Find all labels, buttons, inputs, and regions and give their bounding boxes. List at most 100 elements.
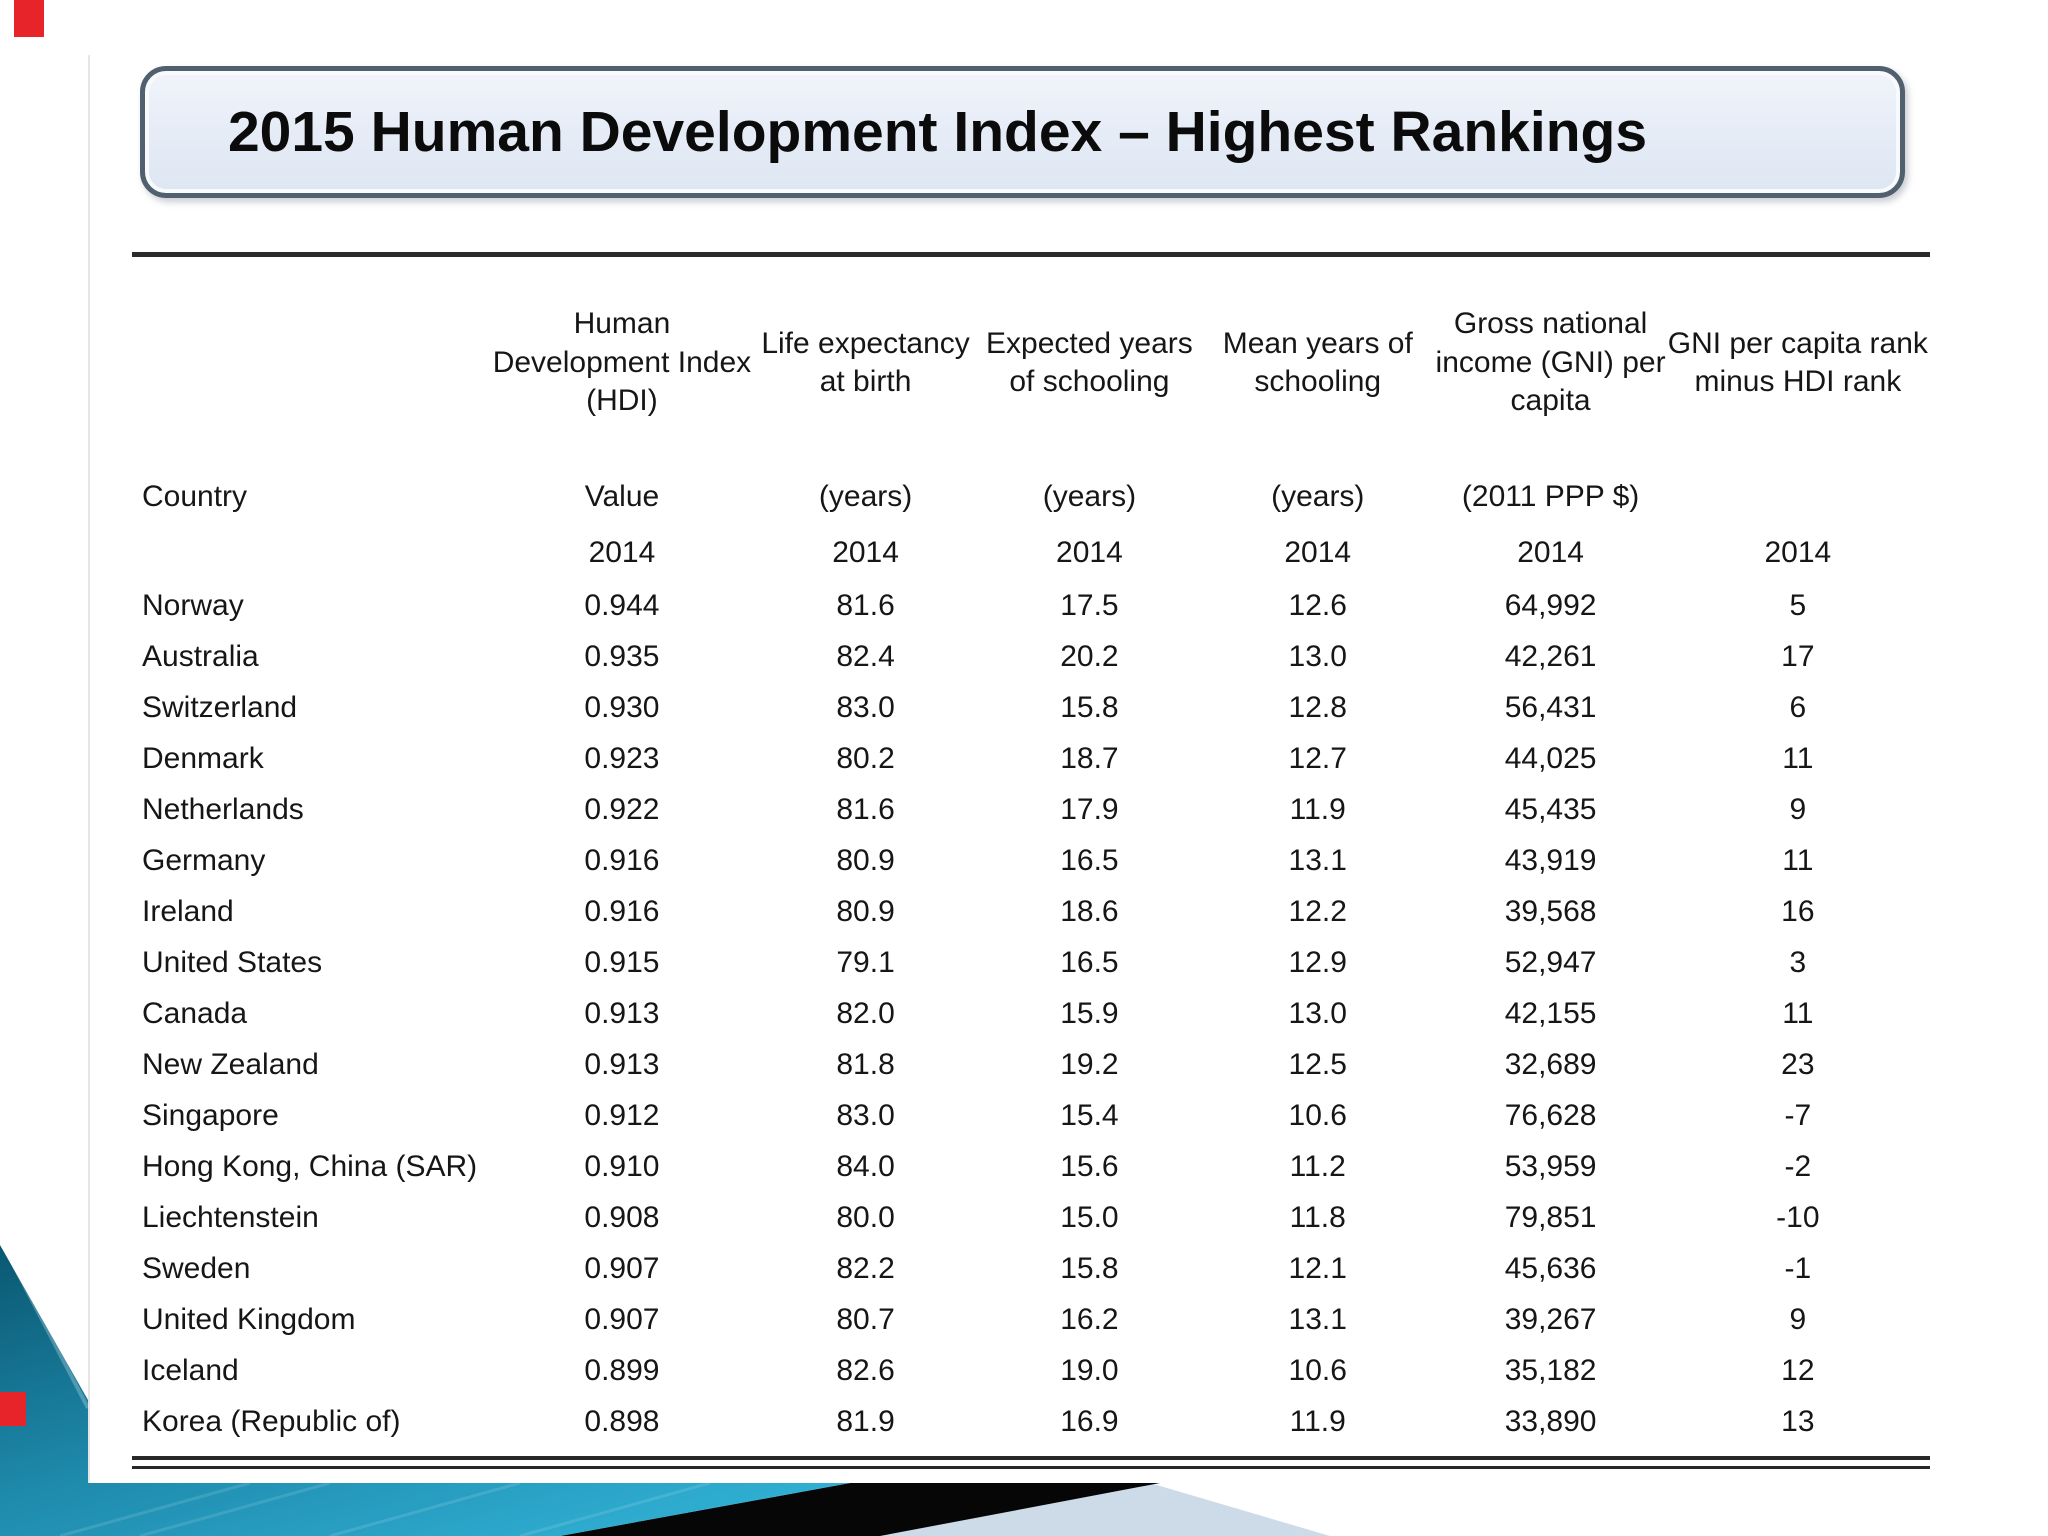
value-cell: 82.2	[836, 1251, 895, 1285]
value-cell: 83.0	[836, 690, 895, 724]
table-row: Germany 0.916 80.9 16.5 13.1 43,919 11	[132, 835, 1930, 886]
table-row: Iceland 0.899 82.6 19.0 10.6 35,182 12	[132, 1345, 1930, 1396]
year-cell	[132, 525, 492, 580]
table-row: Denmark 0.923 80.2 18.7 12.7 44,025 11	[132, 733, 1930, 784]
unit-cell: (years)	[818, 480, 913, 513]
value-cell: 0.915	[584, 945, 660, 979]
value-cell: 16.9	[1060, 1404, 1119, 1438]
value-cell: 13.0	[1288, 996, 1347, 1030]
value-cell: 12.6	[1288, 588, 1347, 622]
table-row: Hong Kong, China (SAR) 0.910 84.0 15.6 11.2 5…	[132, 1141, 1930, 1192]
column-header: GNI per capita rank minus HDI rank	[1667, 326, 1928, 398]
black-band	[560, 1483, 1160, 1536]
value-cell: 0.907	[584, 1251, 660, 1285]
table-row: Switzerland 0.930 83.0 15.8 12.8 56,431 6	[132, 682, 1930, 733]
unit-row: Country Value (years) (years) (years) (2…	[132, 469, 1930, 525]
column-header	[132, 257, 492, 469]
value-cell: 42,261	[1504, 639, 1597, 673]
value-cell: 10.6	[1288, 1353, 1347, 1387]
value-cell: 15.4	[1060, 1098, 1119, 1132]
page-title: 2015 Human Development Index – Highest R…	[227, 100, 1648, 164]
country-cell: Germany	[142, 843, 266, 877]
unit-cell: (years)	[1271, 480, 1365, 513]
year-cell: 2014	[832, 535, 899, 569]
value-cell: 12.1	[1288, 1251, 1347, 1285]
column-header: Life expectancy at birth	[761, 326, 970, 398]
country-cell: Canada	[142, 996, 248, 1030]
value-cell: -1	[1784, 1251, 1812, 1285]
value-cell: 81.6	[836, 588, 895, 622]
value-cell: 64,992	[1504, 588, 1597, 622]
value-cell: -10	[1776, 1200, 1820, 1234]
value-cell: 13.1	[1288, 1302, 1347, 1336]
value-cell: 80.9	[836, 894, 895, 928]
value-cell: 12.5	[1288, 1047, 1347, 1081]
value-cell: 11.9	[1289, 1404, 1346, 1438]
value-cell: 32,689	[1504, 1047, 1597, 1081]
table-top-rule	[132, 252, 1930, 257]
value-cell: 17	[1781, 639, 1815, 673]
value-cell: 80.9	[836, 843, 895, 877]
table-bottom-rule	[132, 1456, 1930, 1469]
hdi-table-container: Human Development Index (HDI) Life expec…	[132, 252, 1930, 1469]
value-cell: 12.7	[1288, 741, 1347, 775]
value-cell: 79.1	[836, 945, 895, 979]
value-cell: 11	[1782, 843, 1814, 877]
value-cell: 12.8	[1288, 690, 1347, 724]
value-cell: 0.898	[584, 1404, 660, 1438]
value-cell: 84.0	[836, 1149, 895, 1183]
country-cell: Switzerland	[142, 690, 298, 724]
value-cell: 11.9	[1289, 792, 1346, 826]
column-header: Expected years of schooling	[986, 326, 1193, 398]
value-cell: 13	[1781, 1404, 1815, 1438]
bottom-ribbon-decoration	[0, 1245, 1330, 1536]
country-cell: New Zealand	[142, 1047, 319, 1081]
value-cell: 3	[1789, 945, 1807, 979]
value-cell: 0.916	[584, 843, 660, 877]
value-cell: 0.922	[584, 792, 660, 826]
country-cell: Sweden	[142, 1251, 251, 1285]
year-cell: 2014	[1517, 535, 1584, 569]
value-cell: 19.2	[1060, 1047, 1119, 1081]
unit-cell: (years)	[1042, 480, 1137, 513]
value-cell: 43,919	[1504, 843, 1597, 877]
slide-panel	[88, 55, 1982, 1484]
country-cell: Denmark	[142, 741, 264, 775]
column-header-row: Human Development Index (HDI) Life expec…	[132, 257, 1930, 469]
value-cell: 15.8	[1060, 690, 1119, 724]
value-cell: 11	[1782, 741, 1814, 775]
value-cell: 45,435	[1504, 792, 1597, 826]
value-cell: 18.6	[1060, 894, 1119, 928]
year-cell: 2014	[1284, 535, 1352, 569]
value-cell: 0.910	[584, 1149, 660, 1183]
country-cell: Hong Kong, China (SAR)	[142, 1149, 478, 1183]
value-cell: 16.2	[1060, 1302, 1119, 1336]
value-cell: 13.1	[1288, 843, 1347, 877]
unit-cell: (2011 PPP $)	[1461, 480, 1640, 513]
value-cell: 19.0	[1060, 1353, 1119, 1387]
table-row: Sweden 0.907 82.2 15.8 12.1 45,636 -1	[132, 1243, 1930, 1294]
country-cell: Singapore	[142, 1098, 279, 1132]
value-cell: 80.0	[836, 1200, 895, 1234]
unit-cell: Value	[584, 480, 660, 513]
value-cell: -7	[1784, 1098, 1812, 1132]
value-cell: 12	[1781, 1353, 1815, 1387]
column-header: Human Development Index (HDI)	[492, 307, 752, 418]
unit-cell	[1666, 469, 1930, 525]
value-cell: 0.913	[584, 1047, 660, 1081]
country-cell: Korea (Republic of)	[142, 1404, 401, 1438]
value-cell: 17.9	[1060, 792, 1119, 826]
value-cell: 0.935	[584, 639, 660, 673]
year-row: 2014 2014 2014 2014 2014 2014	[132, 525, 1930, 580]
value-cell: 0.912	[584, 1098, 660, 1132]
value-cell: 81.8	[836, 1047, 895, 1081]
value-cell: 42,155	[1504, 996, 1597, 1030]
value-cell: 44,025	[1504, 741, 1597, 775]
value-cell: 15.0	[1060, 1200, 1119, 1234]
value-cell: 80.7	[836, 1302, 895, 1336]
value-cell: 56,431	[1504, 690, 1597, 724]
table-row: Ireland 0.916 80.9 18.6 12.2 39,568 16	[132, 886, 1930, 937]
value-cell: 16.5	[1060, 945, 1119, 979]
table-body: Norway 0.944 81.6 17.5 12.6 64,992 5 Australia 0…	[132, 580, 1930, 1447]
value-cell: 82.4	[836, 639, 895, 673]
